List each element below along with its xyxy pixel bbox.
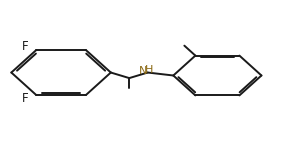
Text: H: H: [145, 65, 153, 75]
Text: N: N: [139, 66, 147, 76]
Text: F: F: [22, 92, 29, 105]
Text: F: F: [22, 40, 29, 53]
